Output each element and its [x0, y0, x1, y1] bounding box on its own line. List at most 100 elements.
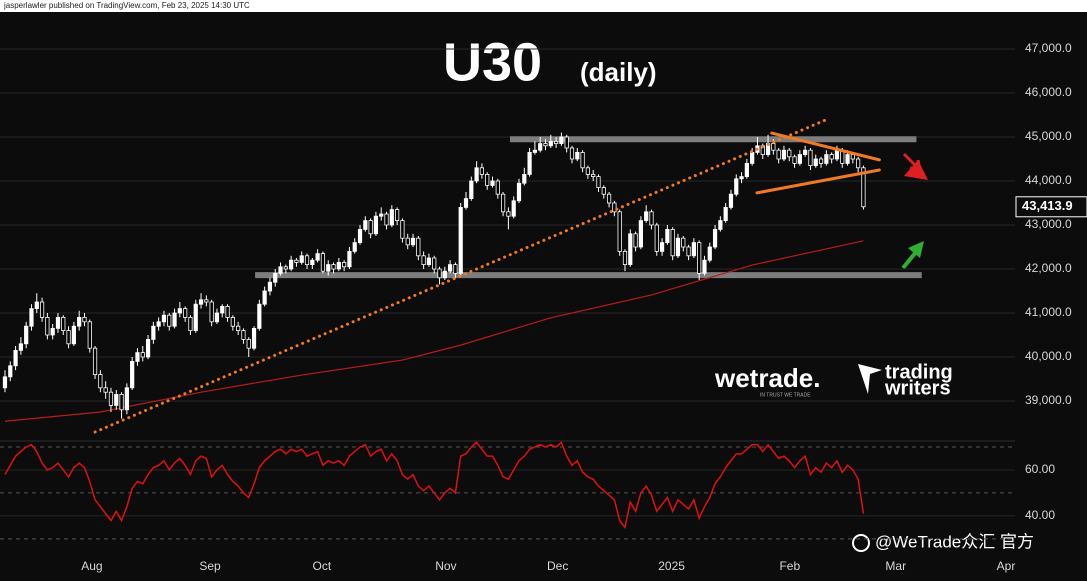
candle-body	[649, 211, 654, 226]
candle-body	[532, 149, 537, 153]
candle-body	[246, 338, 251, 349]
price-pane	[0, 48, 1015, 434]
up-arrow-head	[908, 241, 924, 258]
candle-body	[522, 173, 527, 184]
candle-body	[310, 259, 315, 266]
candle-body	[527, 151, 532, 175]
x-tick-label: Nov	[435, 559, 456, 573]
candle-body	[638, 220, 643, 248]
candle-body	[45, 316, 50, 336]
candle-body	[331, 264, 336, 270]
candle-body	[236, 325, 241, 332]
candle-body	[214, 312, 220, 323]
candle-body	[781, 149, 787, 160]
candle-body	[98, 374, 103, 389]
candle-body	[289, 259, 294, 270]
candle-body	[368, 220, 373, 235]
candle-body	[612, 202, 617, 213]
candle-body	[448, 264, 453, 272]
candle-body	[363, 220, 368, 230]
candle-body	[384, 213, 389, 226]
x-tick-label: Mar	[885, 559, 906, 573]
candle-body	[283, 266, 288, 270]
candle-body	[8, 365, 13, 378]
candle-body	[771, 143, 776, 151]
candle-body	[787, 149, 792, 158]
candle-body	[18, 343, 23, 351]
candle-body	[861, 167, 866, 208]
candle-body	[114, 393, 119, 406]
candle-body	[405, 237, 410, 246]
candle-body	[511, 200, 516, 217]
candle-body	[697, 242, 702, 274]
candle-body	[426, 257, 432, 265]
candle-body	[135, 352, 140, 362]
trendline	[755, 168, 881, 195]
candle-body	[34, 301, 39, 309]
candle-body	[585, 167, 590, 175]
candle-body	[670, 228, 675, 257]
candle-body	[654, 224, 659, 252]
rsi-tick-label: 40.00	[1025, 508, 1055, 522]
candle-body	[304, 255, 310, 266]
candle-body	[501, 193, 506, 213]
wetrade-tagline: IN TRUST WE TRADE	[760, 392, 811, 398]
candle-body	[591, 173, 596, 177]
candle-body	[686, 246, 691, 257]
candle-body	[103, 387, 108, 393]
candle-body	[538, 143, 543, 151]
candle-body	[495, 180, 500, 195]
candle-body	[379, 213, 384, 217]
chart-title: U30	[443, 32, 542, 92]
tw-logo-2: writers	[884, 377, 951, 399]
y-tick-label: 46,000.0	[1025, 85, 1072, 99]
candle-body	[172, 312, 177, 327]
candle-body	[198, 299, 204, 305]
candle-body	[124, 387, 129, 411]
candle-body	[55, 316, 61, 329]
candle-body	[299, 255, 304, 263]
candle-body	[347, 250, 352, 268]
candle-body	[326, 264, 331, 272]
candle-body	[824, 154, 829, 164]
candle-body	[575, 151, 580, 160]
candle-body	[177, 308, 182, 314]
rsi-pane	[0, 441, 1015, 540]
watermark: @WeTrade众汇 官方	[875, 532, 1034, 551]
candle-body	[463, 198, 469, 208]
candle-body	[834, 149, 840, 160]
candle-body	[61, 316, 66, 331]
candle-body	[702, 259, 707, 274]
trendline	[93, 117, 830, 434]
candle-body	[453, 264, 458, 274]
candle-body	[140, 352, 145, 358]
candle-body	[209, 301, 214, 323]
candle-body	[506, 211, 511, 217]
candle-body	[161, 314, 167, 323]
candle-body	[108, 391, 114, 406]
candle-body	[601, 187, 606, 195]
candle-body	[262, 290, 267, 305]
candle-body	[82, 316, 87, 323]
candle-body	[818, 158, 824, 164]
trendline	[770, 131, 881, 162]
chart-subtitle: (daily)	[580, 57, 657, 87]
x-tick-label: 2025	[658, 559, 685, 573]
candle-body	[77, 316, 82, 327]
candle-body	[803, 149, 808, 155]
candle-body	[389, 209, 394, 226]
candle-body	[156, 321, 161, 327]
candle-body	[469, 180, 474, 200]
x-tick-label: Aug	[81, 559, 102, 573]
candle-body	[516, 182, 522, 202]
candle-body	[739, 176, 744, 180]
candle-body	[559, 136, 564, 144]
candle-body	[294, 259, 299, 263]
candle-body	[273, 272, 278, 283]
last-price-box	[1015, 196, 1087, 218]
candle-body	[442, 270, 447, 279]
y-tick-label: 45,000.0	[1025, 129, 1072, 143]
candle-body	[792, 156, 797, 164]
candle-body	[744, 162, 749, 177]
